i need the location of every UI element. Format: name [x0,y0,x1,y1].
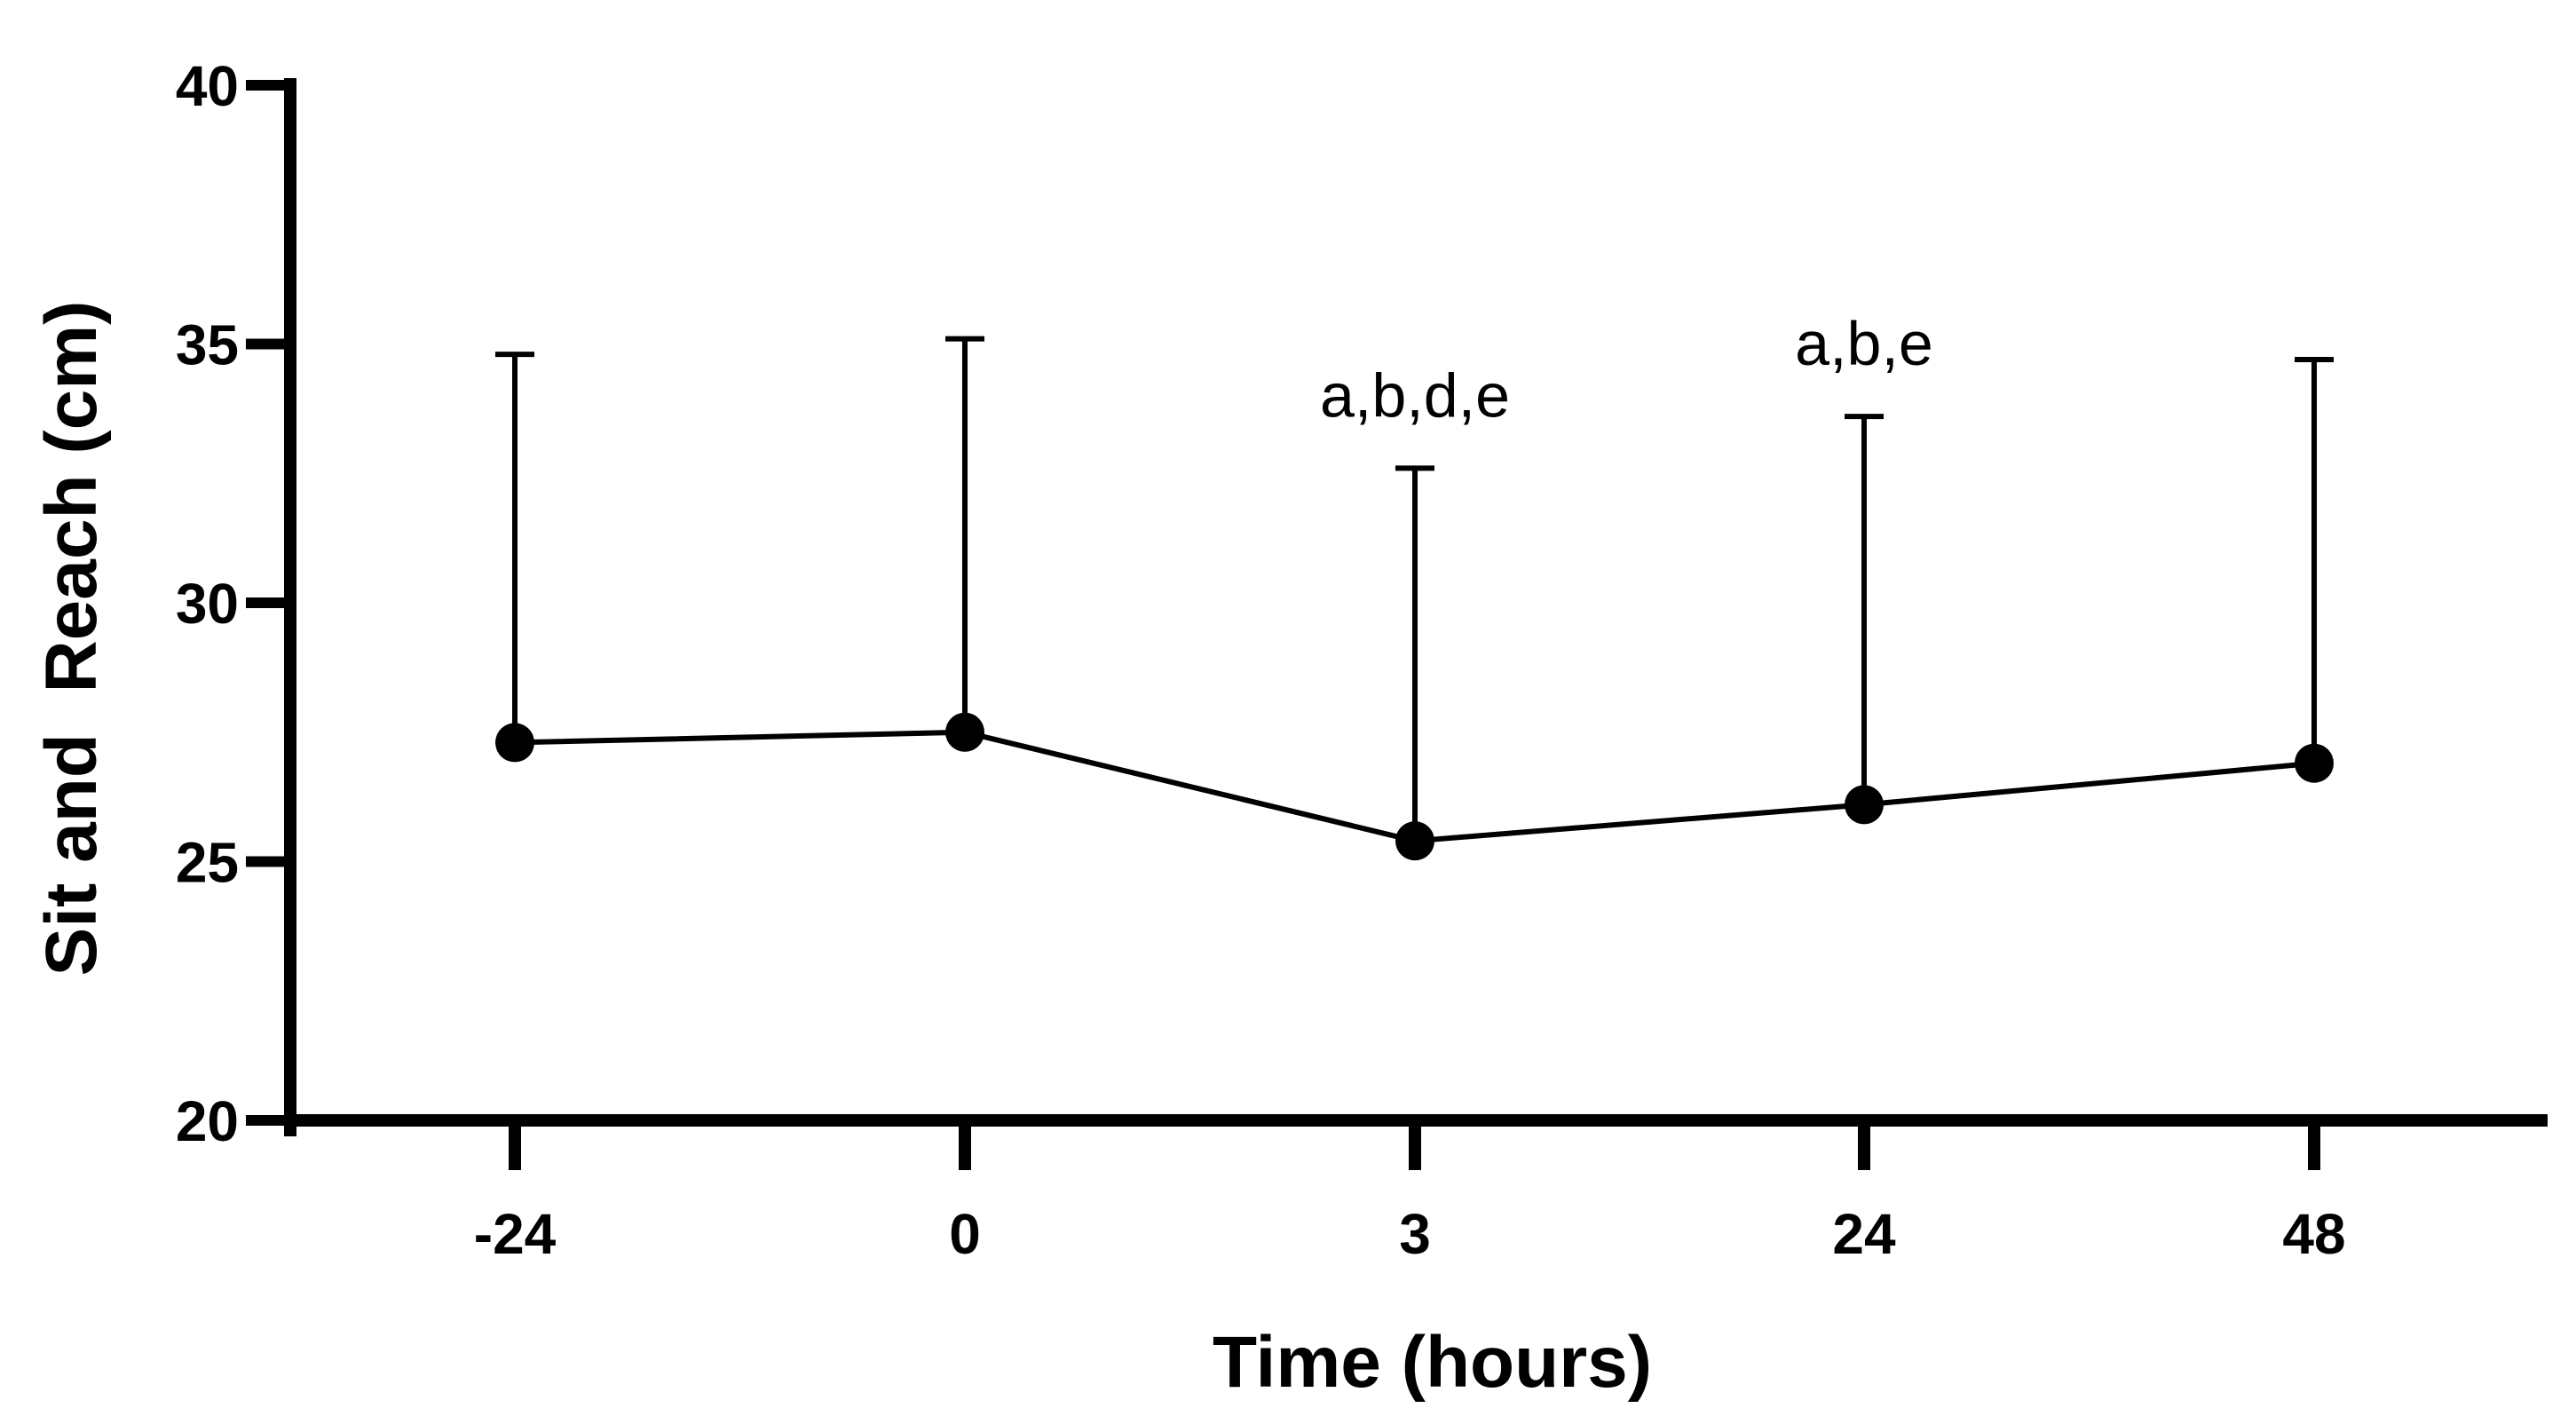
data-point-3 [1845,785,1884,825]
data-points [495,712,2334,861]
y-axis-title: Sit and Reach (cm) [31,301,112,977]
x-tick-label: 3 [1399,1202,1431,1266]
data-point-4 [2295,743,2334,783]
y-tick-label: 30 [176,572,239,636]
error-bars [495,336,2334,842]
y-tick-label: 20 [176,1089,239,1153]
axes [246,78,2548,1170]
data-point-0 [495,723,534,763]
x-axis-title: Time (hours) [1213,1322,1652,1403]
y-tick-label: 35 [176,313,239,377]
y-tick-label: 40 [176,54,239,118]
annotation-label: a,b,d,e [1320,360,1510,430]
annotation-label: a,b,e [1795,309,1933,378]
y-tick-label: 25 [176,831,239,895]
data-point-1 [945,712,984,752]
data-point-2 [1395,821,1434,861]
labels: 20 25 30 35 40 -24 0 3 24 48 a,b,d,e a,b,e Time (hou… [31,54,2346,1403]
x-tick-label: 0 [949,1202,981,1266]
x-tick-label: 48 [2282,1202,2345,1266]
x-tick-label: -24 [474,1202,557,1266]
x-tick-label: 24 [1832,1202,1896,1266]
